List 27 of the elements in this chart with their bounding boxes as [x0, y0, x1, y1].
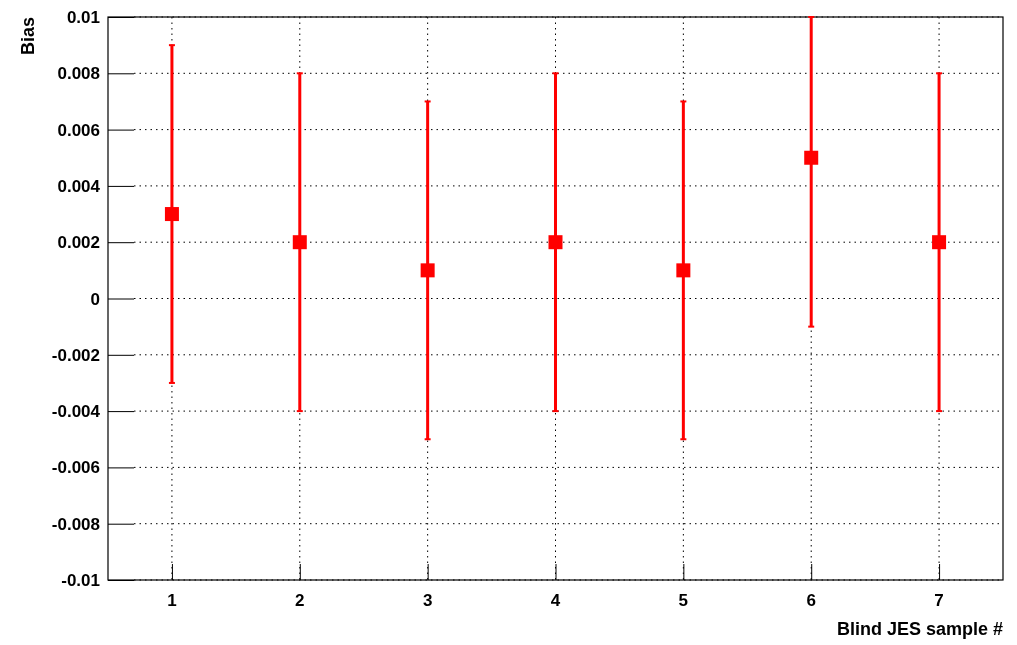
- x-tick-label: 2: [295, 591, 305, 610]
- y-tick-label: -0.004: [51, 402, 101, 422]
- y-tick-label: -0.01: [61, 571, 100, 590]
- y-tick-label: -0.008: [51, 514, 100, 534]
- x-tick-label: 1: [167, 591, 177, 610]
- x-axis-title: Blind JES sample #: [836, 619, 1003, 639]
- x-tick-label: 7: [934, 591, 944, 610]
- x-tick-label: 5: [678, 591, 689, 610]
- y-axis-title: Bias: [18, 17, 38, 56]
- y-tick-label: 0.004: [57, 176, 101, 196]
- point: [420, 263, 435, 278]
- point: [804, 150, 819, 165]
- x-tick-label: 6: [806, 591, 816, 610]
- point: [548, 235, 563, 250]
- y-tick-label: 0.002: [57, 233, 100, 253]
- y-tick-label: -0.002: [51, 345, 100, 365]
- point: [932, 235, 947, 250]
- x-tick-label: 4: [550, 591, 561, 610]
- point: [292, 235, 307, 250]
- y-tick-label: 0.006: [57, 120, 100, 140]
- y-tick-label: 0.008: [57, 64, 100, 84]
- y-tick-label: 0.01: [66, 8, 100, 27]
- y-tick-label: -0.006: [51, 458, 100, 478]
- x-tick-label: 3: [422, 591, 433, 610]
- point: [676, 263, 691, 278]
- point: [164, 207, 179, 222]
- y-tick-label: 0: [90, 289, 100, 309]
